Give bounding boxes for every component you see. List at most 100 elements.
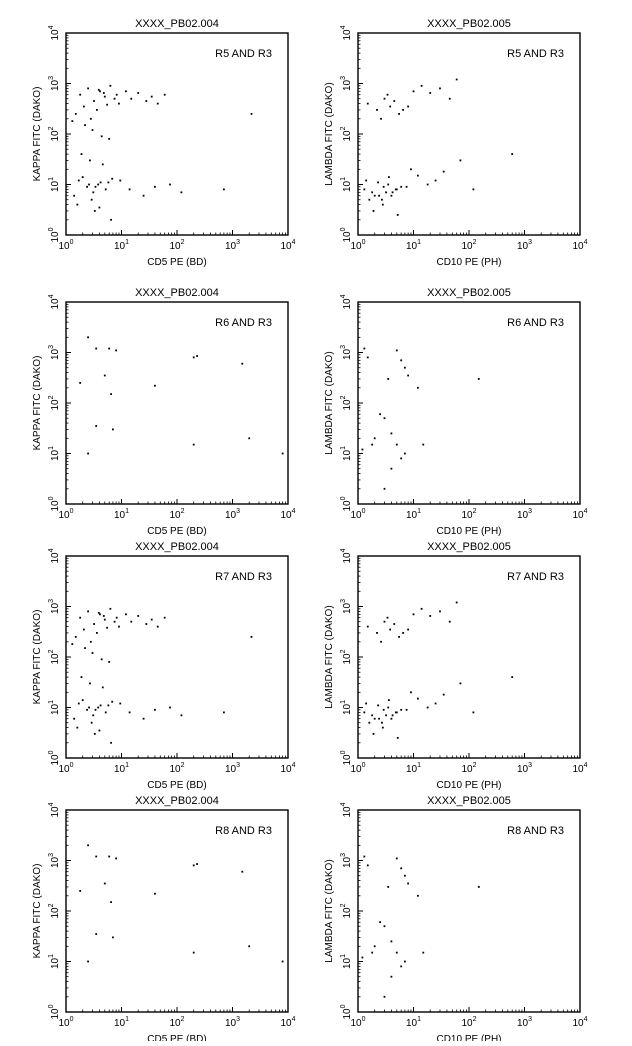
data-point xyxy=(108,855,111,858)
data-point xyxy=(84,124,86,127)
data-point xyxy=(93,210,96,212)
data-point xyxy=(91,129,94,131)
y-tick-label: 101 xyxy=(340,954,353,969)
gate-label: R6 AND R3 xyxy=(215,317,272,329)
gate-label: R8 AND R3 xyxy=(215,825,272,837)
data-point xyxy=(192,443,195,446)
data-point xyxy=(119,702,122,705)
data-point xyxy=(74,636,77,638)
data-point xyxy=(223,711,225,714)
data-point xyxy=(472,711,475,714)
data-point xyxy=(448,620,451,623)
data-point xyxy=(420,84,423,87)
data-point xyxy=(81,699,84,702)
data-point xyxy=(154,185,156,188)
data-point xyxy=(361,448,364,451)
data-point xyxy=(113,620,116,623)
x-tick-label: 101 xyxy=(114,762,129,775)
y-tick-label: 102 xyxy=(340,395,353,410)
data-point xyxy=(106,626,108,629)
data-point xyxy=(108,347,111,350)
data-point xyxy=(86,185,88,188)
data-point xyxy=(410,691,412,694)
data-point xyxy=(402,109,405,111)
y-axis-label: LAMBDA FITC (DAKO) xyxy=(324,859,335,962)
data-point xyxy=(128,188,131,191)
gate-label: R6 AND R3 xyxy=(507,317,564,329)
y-tick-label: 100 xyxy=(48,227,61,242)
y-tick-label: 101 xyxy=(48,446,61,461)
data-point xyxy=(442,170,445,173)
data-point xyxy=(422,951,425,954)
data-point xyxy=(71,120,74,123)
y-tick-label: 100 xyxy=(340,496,353,511)
data-point xyxy=(389,628,392,631)
data-point xyxy=(381,198,383,201)
data-point xyxy=(150,618,153,621)
data-point xyxy=(77,179,80,182)
x-tick-label: 101 xyxy=(114,508,129,521)
data-point xyxy=(101,686,104,689)
data-point xyxy=(84,647,86,650)
x-tick-label: 104 xyxy=(280,239,295,252)
y-tick-label: 100 xyxy=(48,750,61,765)
x-tick-label: 102 xyxy=(461,1016,476,1029)
data-point xyxy=(111,700,114,703)
data-point xyxy=(405,185,408,188)
data-point xyxy=(400,708,403,711)
x-tick-label: 104 xyxy=(280,508,295,521)
data-point xyxy=(371,951,374,954)
data-point xyxy=(110,218,113,221)
x-tick-label: 103 xyxy=(225,239,240,252)
data-point xyxy=(102,92,105,94)
data-point xyxy=(390,194,393,197)
data-point xyxy=(363,347,366,350)
data-point xyxy=(387,886,390,888)
data-point xyxy=(371,443,374,446)
gate-label: R5 AND R3 xyxy=(507,48,564,60)
data-point xyxy=(156,102,159,105)
data-point xyxy=(101,163,104,166)
plot-frame xyxy=(65,32,289,236)
data-point xyxy=(95,425,98,427)
data-point xyxy=(196,355,198,357)
data-point xyxy=(104,188,107,191)
y-axis-label: KAPPA FITC (DAKO) xyxy=(32,87,43,182)
data-point xyxy=(192,951,195,954)
data-point xyxy=(79,382,82,384)
x-axis-label: CD10 PE (PH) xyxy=(436,526,501,537)
data-point xyxy=(472,188,475,191)
data-point xyxy=(429,615,432,617)
data-point xyxy=(92,191,95,194)
data-point xyxy=(395,711,398,714)
data-point xyxy=(90,198,93,201)
data-point xyxy=(511,676,514,678)
data-point xyxy=(192,864,195,867)
data-point xyxy=(400,457,403,460)
y-tick-label: 101 xyxy=(340,177,353,192)
data-point xyxy=(113,97,116,100)
data-point xyxy=(250,636,253,638)
y-tick-label: 104 xyxy=(340,548,353,563)
data-point xyxy=(366,102,369,105)
x-tick-label: 101 xyxy=(114,239,129,252)
x-axis-label: CD5 PE (BD) xyxy=(147,257,206,268)
data-point xyxy=(373,194,376,197)
data-point xyxy=(118,625,120,628)
data-point xyxy=(387,176,390,179)
data-point xyxy=(385,191,387,194)
data-point xyxy=(87,452,89,455)
data-point xyxy=(180,714,183,717)
y-tick-label: 103 xyxy=(48,76,61,91)
data-point xyxy=(390,717,393,720)
data-point xyxy=(416,174,419,177)
data-point xyxy=(416,386,419,389)
data-point xyxy=(398,636,400,638)
x-tick-label: 104 xyxy=(280,762,295,775)
data-point xyxy=(108,660,111,663)
data-point xyxy=(400,185,403,188)
data-point xyxy=(361,956,364,959)
